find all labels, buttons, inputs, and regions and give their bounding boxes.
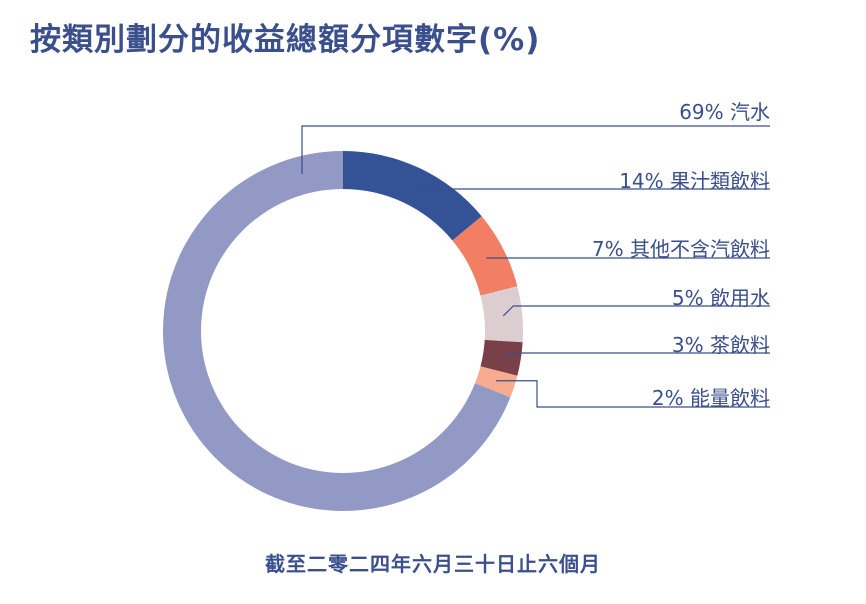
period-footnote: 截至二零二四年六月三十日止六個月 — [265, 552, 601, 576]
slice-label-4: 5% 飲用水 — [672, 286, 770, 310]
chart-title: 按類別劃分的收益總額分項數字(%) — [30, 22, 541, 58]
slice-label-2: 14% 果汁類飲料 — [619, 169, 770, 193]
leader-line-4 — [502, 305, 770, 317]
donut-slice-2 — [343, 151, 482, 241]
slice-label-6: 2% 能量飲料 — [652, 386, 770, 410]
slice-label-1: 69% 汽水 — [679, 100, 770, 124]
donut-slice-5 — [480, 339, 523, 376]
slice-label-3: 7% 其他不含汽飲料 — [592, 237, 770, 261]
leader-line-2 — [411, 184, 770, 190]
slice-label-5: 3% 茶飲料 — [672, 333, 770, 357]
leader-line-6 — [496, 380, 770, 408]
donut-slice-3 — [452, 216, 518, 296]
donut-slice-4 — [480, 286, 524, 343]
donut-slice-6 — [475, 366, 518, 398]
leader-line-5 — [501, 352, 770, 357]
leader-line-1 — [301, 125, 770, 174]
